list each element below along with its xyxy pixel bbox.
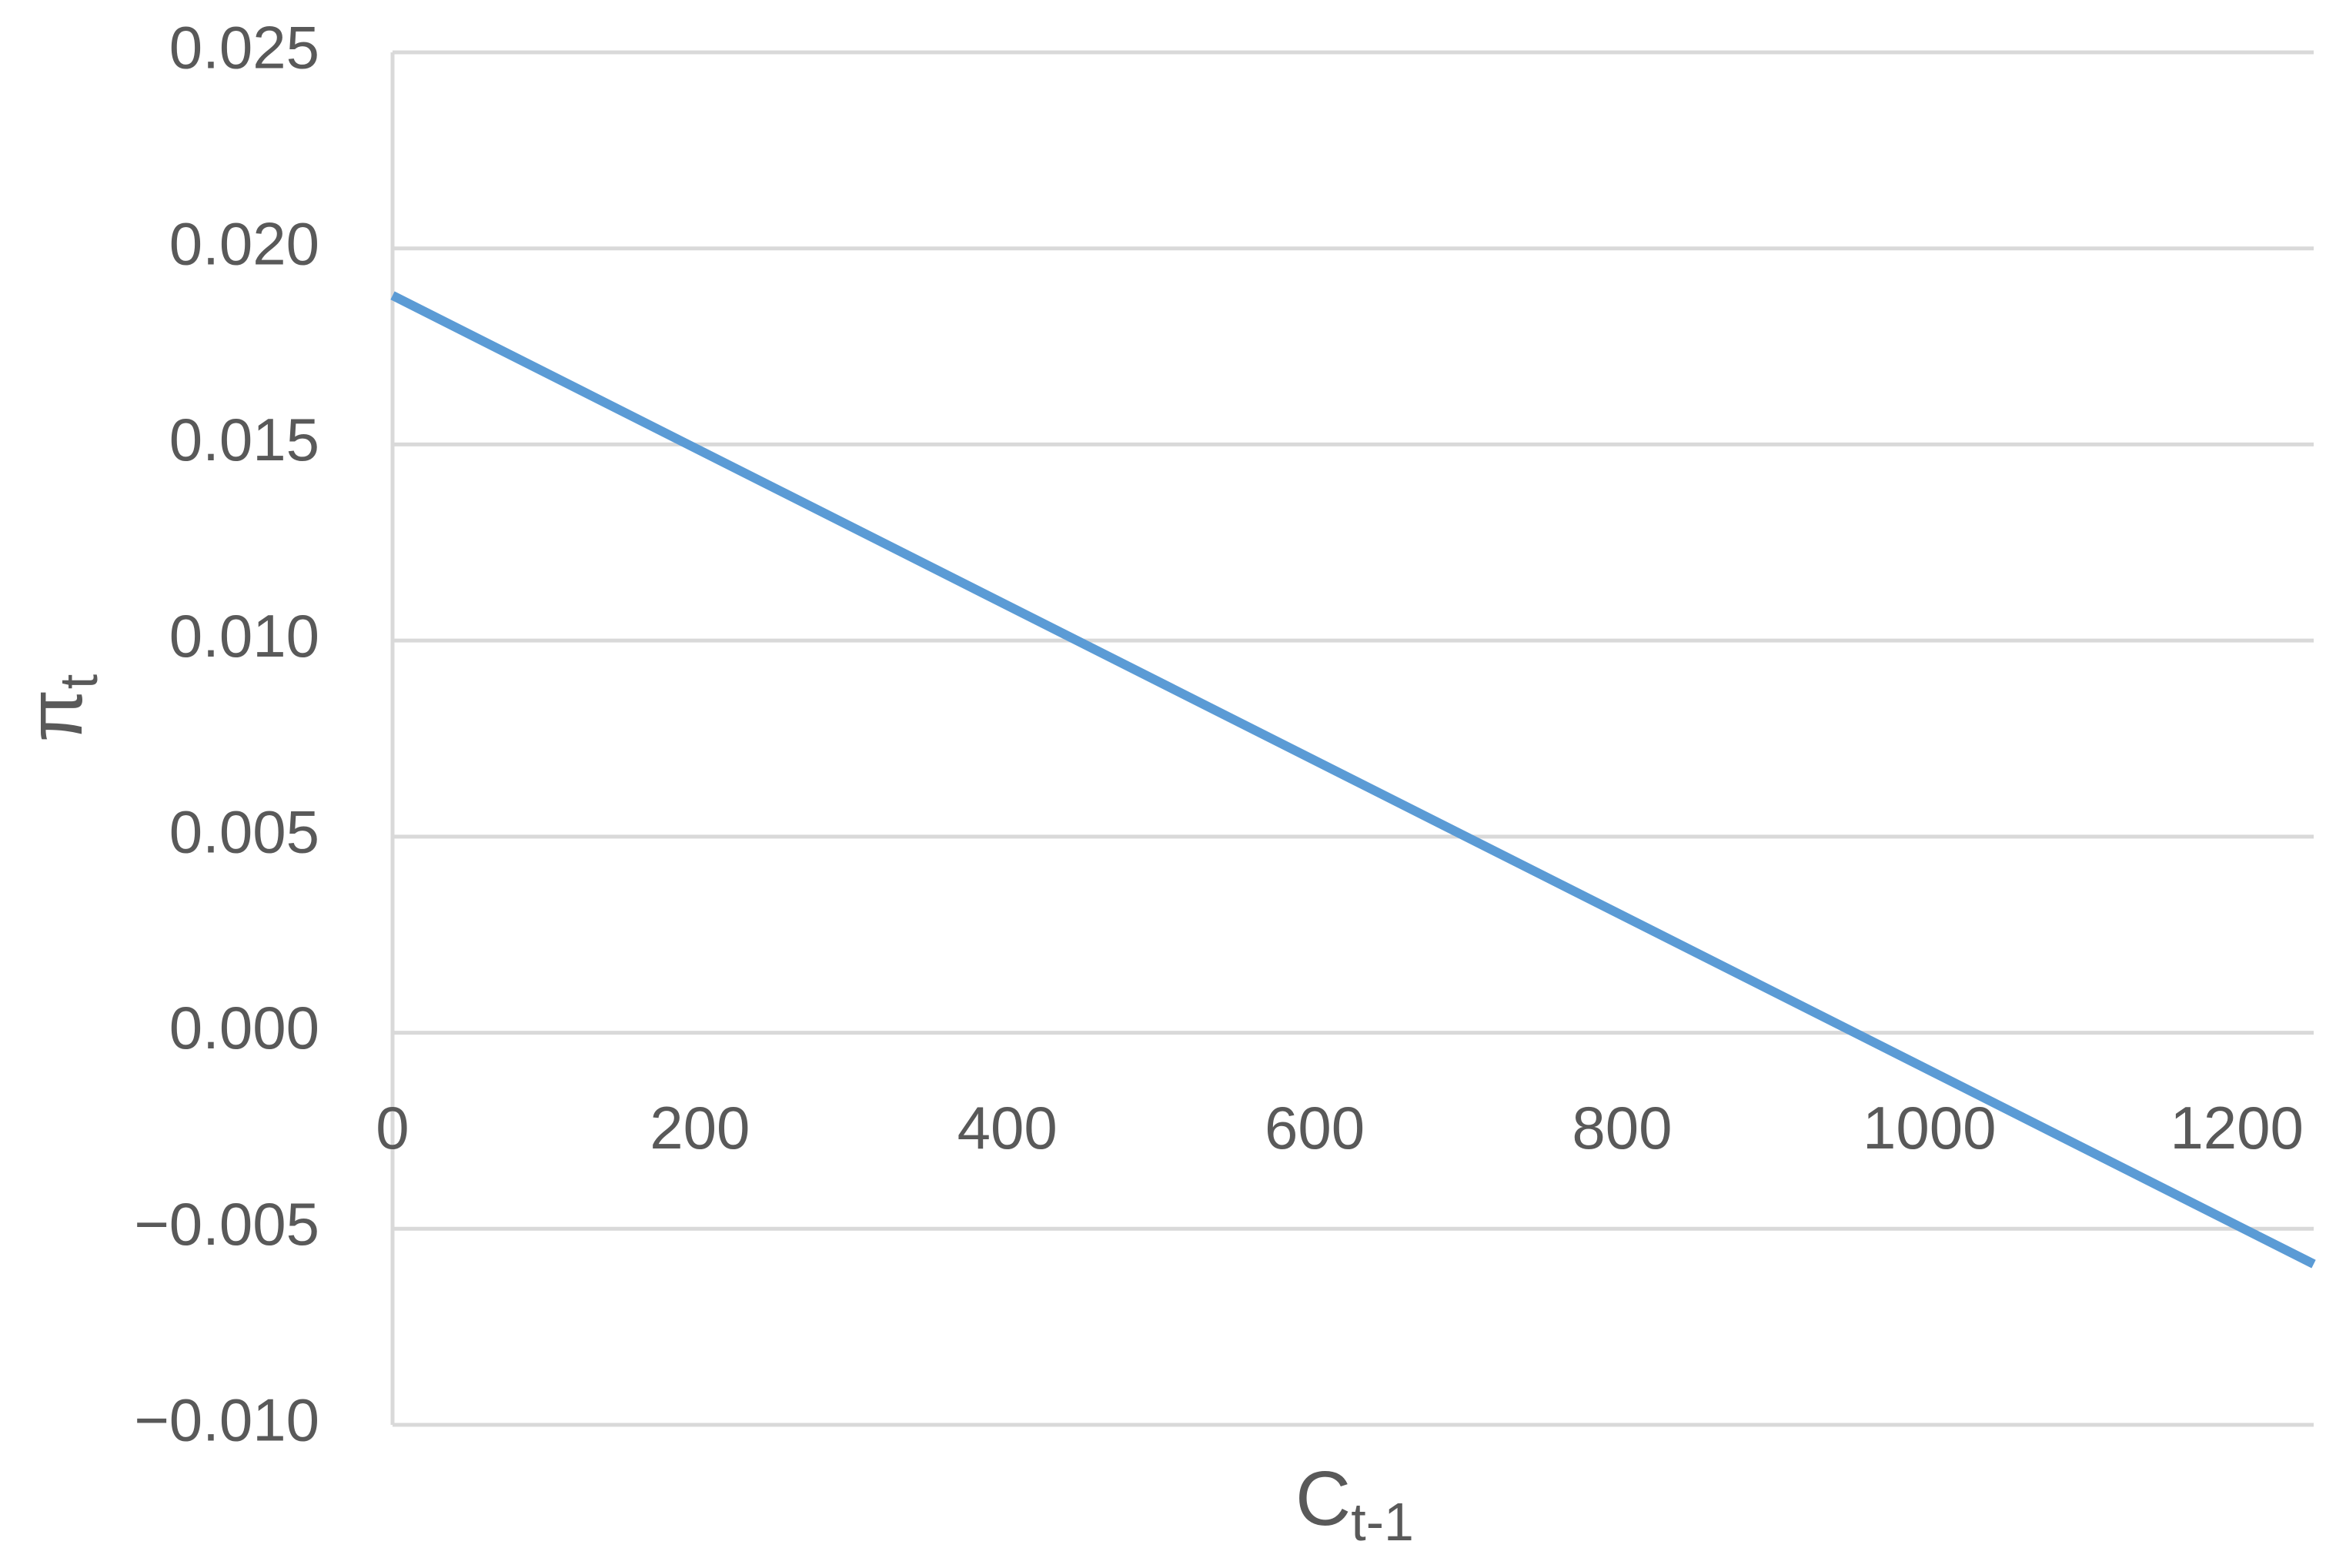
y-tick-label: 0.020 [169, 209, 319, 277]
y-tick-label: −0.005 [134, 1190, 319, 1258]
series-line [390, 291, 2316, 1269]
y-tick-label: 0.000 [169, 994, 319, 1061]
y-axis-title: πt [12, 674, 109, 742]
y-tick-label: 0.010 [169, 602, 319, 670]
x-tick-label: 0 [376, 1094, 409, 1162]
x-tick-label: 400 [957, 1094, 1058, 1162]
y-tick-label: −0.010 [134, 1386, 319, 1454]
y-tick-label: 0.025 [169, 14, 319, 82]
y-tick-label: 0.015 [169, 406, 319, 473]
x-tick-label: 1200 [2170, 1094, 2304, 1162]
x-tick-label: 1000 [1863, 1094, 1997, 1162]
y-label-sub: t [48, 674, 109, 689]
x-tick-label: 600 [1265, 1094, 1365, 1162]
x-label-sub: t-1 [1351, 1492, 1414, 1552]
x-tick-label: 800 [1572, 1094, 1672, 1162]
y-tick-label: 0.005 [169, 797, 319, 865]
y-label-main: π [12, 689, 99, 742]
x-axis-title: Ct-1 [1295, 1456, 1414, 1552]
x-label-main: C [1295, 1456, 1351, 1542]
x-tick-label: 200 [650, 1094, 750, 1162]
